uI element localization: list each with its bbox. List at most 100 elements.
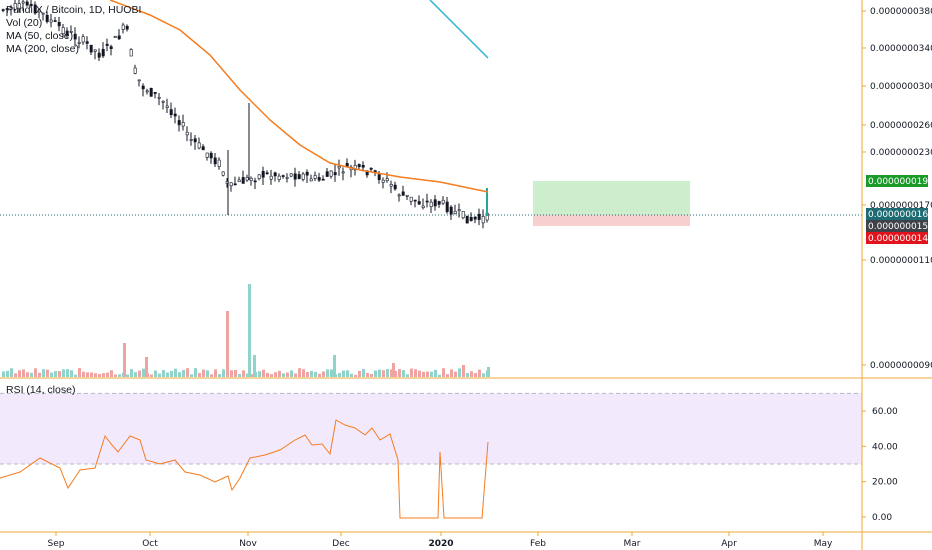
volume-bar: [10, 368, 13, 377]
volume-bar: [242, 370, 245, 377]
volume-bar: [182, 369, 185, 377]
candle-body: [149, 87, 153, 97]
candle-body: [361, 164, 365, 168]
price-tick-label: 0.0000000340: [870, 44, 932, 54]
volume-bar: [190, 374, 193, 377]
volume-bar: [382, 370, 385, 377]
price-tag-label-target: 0.0000000196: [868, 177, 932, 187]
candle-body: [305, 171, 309, 176]
volume-bar: [450, 369, 453, 377]
volume-bar: [66, 369, 69, 377]
candle-body: [81, 36, 85, 43]
volume-bar: [342, 370, 345, 377]
volume-bar: [426, 371, 429, 377]
volume-bar: [62, 369, 65, 377]
position-zones[interactable]: [0, 181, 862, 226]
candle-body: [249, 177, 253, 181]
candle-body: [93, 49, 97, 52]
candle-body: [113, 36, 117, 38]
volume-bar: [106, 372, 109, 377]
volume-bar: [346, 370, 349, 377]
candle-body: [173, 113, 177, 117]
candle-body: [325, 171, 329, 177]
volume-bar: [238, 374, 241, 377]
candle-body: [269, 175, 273, 180]
price-tag-label-last: 0.0000000160: [868, 210, 932, 220]
candle-body: [77, 42, 81, 44]
candle-body: [337, 165, 341, 169]
volume-bar: [158, 373, 161, 377]
candle-body: [321, 178, 325, 181]
volume-bar: [282, 373, 285, 377]
loss-zone: [533, 215, 690, 226]
candle-body: [345, 162, 349, 167]
volume-bar: [138, 370, 141, 377]
volume-bar: [470, 371, 473, 377]
candle-body: [301, 173, 305, 180]
candle-body: [473, 216, 477, 220]
candle-body: [329, 170, 333, 177]
candle-body: [205, 152, 209, 158]
volume-bar: [310, 370, 313, 377]
candle-body: [353, 165, 357, 171]
rsi-tick-label: 40.00: [872, 442, 898, 452]
candle-body: [297, 174, 301, 179]
candle-body: [193, 138, 197, 143]
price-tags: 0.0000000196 0.0000000160 0.0000000158 0.00…: [866, 175, 932, 244]
volume-bar: [170, 370, 173, 377]
candle-body: [53, 20, 57, 22]
volume-bar: [194, 368, 197, 377]
candle-body: [285, 177, 289, 179]
candle-body: [41, 12, 45, 15]
volume-bar: [326, 369, 329, 377]
volume-bar: [118, 374, 121, 377]
time-tick-label: Dec: [332, 539, 349, 549]
candle-body: [245, 177, 249, 181]
candle-body: [405, 194, 409, 197]
volume-bar: [430, 371, 433, 377]
candle-body: [73, 33, 77, 40]
volume-bar: [350, 373, 353, 377]
candle-body: [13, 3, 17, 10]
volume-spike: [392, 363, 395, 377]
candle-body: [37, 9, 41, 13]
candle-body: [257, 174, 261, 179]
volume-spike: [248, 284, 251, 377]
candle-body: [421, 205, 425, 208]
candle-body: [441, 199, 445, 204]
candle-body: [449, 206, 453, 215]
volume-bar: [14, 373, 17, 377]
legend-ma200[interactable]: MA (200, close): [6, 43, 79, 55]
volume-bar: [438, 374, 441, 377]
price-tick-label: 0.0000000170: [870, 201, 932, 211]
volume-bar: [230, 370, 233, 377]
legend-title[interactable]: Pundi X / Bitcoin, 1D, HUOBI: [6, 4, 142, 16]
volume-spike: [145, 357, 148, 377]
volume-bar: [442, 368, 445, 377]
candle-body: [281, 175, 285, 177]
candle-body: [381, 179, 385, 183]
candle-body: [33, 4, 37, 14]
candle-body: [145, 90, 149, 93]
rsi-legend[interactable]: RSI (14, close): [6, 384, 76, 396]
volume-bar: [102, 373, 105, 377]
volume-bar: [78, 368, 81, 377]
legend-ma50[interactable]: MA (50, close): [6, 30, 74, 42]
volume-bar: [202, 369, 205, 377]
candle-body: [357, 164, 361, 168]
volume-spike: [462, 365, 465, 377]
volume-bar: [274, 372, 277, 377]
volume-bar: [74, 374, 77, 377]
candle-body: [105, 43, 109, 46]
legend-vol[interactable]: Vol (20): [6, 17, 43, 29]
volume-bar: [306, 372, 309, 377]
time-tick-label: May: [814, 539, 833, 549]
candle-body: [317, 177, 321, 181]
volume-bar: [458, 368, 461, 377]
candle-body: [125, 25, 129, 30]
volume-bar: [222, 369, 225, 377]
volume-bar: [398, 369, 401, 377]
rsi-pane: [0, 392, 862, 519]
